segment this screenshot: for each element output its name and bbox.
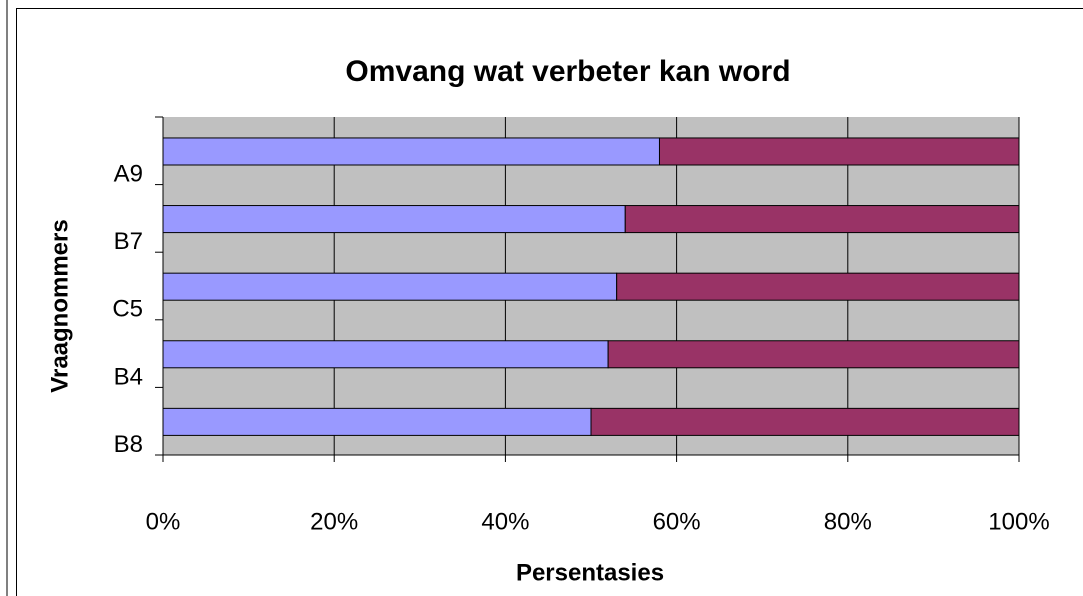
y-tick-label: B7 bbox=[114, 228, 143, 255]
x-tick-label: 100% bbox=[988, 508, 1049, 535]
x-tick-label: 40% bbox=[481, 508, 529, 535]
bar-segment bbox=[162, 340, 609, 369]
bar-segment bbox=[162, 137, 660, 166]
bar-segment bbox=[616, 272, 1020, 301]
bar-segment bbox=[658, 137, 1020, 166]
y-tick-label: B4 bbox=[114, 363, 143, 390]
x-tick-label: 80% bbox=[824, 508, 872, 535]
bar-segment bbox=[624, 205, 1020, 234]
bar-segment bbox=[162, 272, 618, 301]
x-tick-label: 20% bbox=[310, 508, 358, 535]
chart-title: Omvang wat verbeter kan word bbox=[345, 55, 790, 88]
x-axis-label: Persentasies bbox=[516, 559, 664, 586]
y-tick-label: C5 bbox=[112, 296, 143, 323]
y-axis-label: Vraagnommers bbox=[46, 219, 73, 392]
x-tick-label: 0% bbox=[146, 508, 181, 535]
bar-segment bbox=[162, 407, 592, 436]
y-tick-label: A9 bbox=[114, 160, 143, 187]
y-tick-label: B8 bbox=[114, 431, 143, 458]
bar-segment bbox=[162, 205, 626, 234]
x-tick-label: 60% bbox=[653, 508, 701, 535]
bar-segment bbox=[590, 407, 1020, 436]
bar-segment bbox=[607, 340, 1020, 369]
